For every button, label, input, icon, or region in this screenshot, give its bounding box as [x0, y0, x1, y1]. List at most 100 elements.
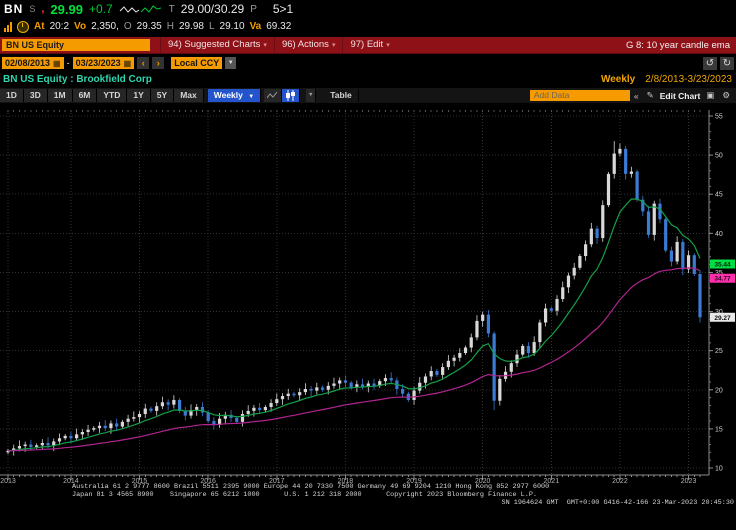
svg-text:20: 20 [715, 387, 723, 394]
svg-text:2017: 2017 [269, 478, 285, 485]
table-button[interactable]: Table [324, 89, 359, 102]
svg-text:2014: 2014 [63, 478, 79, 485]
line-chart-type-button[interactable] [264, 89, 283, 102]
date-from-field[interactable]: 02/08/2013 ▦ [2, 57, 64, 69]
range-max-button[interactable]: Max [174, 89, 204, 102]
svg-text:29.27: 29.27 [714, 315, 731, 322]
svg-text:25: 25 [715, 348, 723, 355]
svg-text:2019: 2019 [406, 478, 422, 485]
quote-time: 20:2 [49, 21, 70, 32]
chevron-down-icon: ▼ [248, 94, 255, 100]
range-1m-button[interactable]: 1M [47, 89, 73, 102]
svg-text:35.44: 35.44 [714, 262, 731, 269]
svg-text:34.77: 34.77 [714, 276, 731, 283]
chart-grid [0, 110, 709, 475]
vol-label: Vo [74, 21, 87, 32]
trade-label: T [168, 3, 175, 15]
menu-suggested-charts[interactable]: 94) Suggested Charts ▾ [160, 37, 274, 53]
date-to-field[interactable]: 03/23/2023 ▦ [72, 57, 135, 69]
val-value: 69.32 [266, 21, 292, 32]
frequency-select[interactable]: Weekly ▼ [207, 89, 262, 102]
volume-value: 2,350, [91, 21, 119, 32]
currency-select[interactable]: Local CCY [171, 57, 223, 69]
footer-session-line: SN 1964624 GMT GMT+0:00 G416-42-166 23-M… [501, 499, 735, 507]
chevron-down-icon: ▾ [309, 92, 313, 98]
line-chart-icon [267, 91, 278, 99]
svg-text:2013: 2013 [0, 478, 16, 485]
svg-text:15: 15 [715, 426, 723, 433]
menu-actions[interactable]: 96) Actions ▾ [273, 37, 343, 53]
menu-edit[interactable]: 97) Edit ▾ [342, 37, 396, 53]
chart-title: BN US Equity : Brookfield Corp [3, 74, 152, 85]
ticker-symbol: BN [4, 2, 24, 16]
add-data-input[interactable]: Add Data [529, 90, 630, 101]
annotate-pencil-icon[interactable]: ✎ [646, 90, 654, 100]
chart-date-range: 2/8/2013-3/23/2023 [645, 74, 732, 85]
exchange-flag: S [29, 4, 36, 14]
val-label: Va [249, 21, 262, 32]
x-axis-labels: 2013 2014 2015 2016 2017 2018 2019 2020 2021 2022… [0, 478, 696, 485]
svg-text:2015: 2015 [132, 478, 148, 485]
chart-toolbar: 1D 3D 1M 6M YTD 1Y 5Y Max Weekly ▼ ▾ Tab… [0, 88, 736, 103]
date-range-bar: 02/08/2013 ▦ - 03/23/2023 ▦ ‹ › Local CC… [0, 55, 736, 71]
chart-type-dropdown-button[interactable]: ▾ [306, 89, 317, 102]
function-title: G 8: 10 year candle ema [625, 39, 730, 51]
low-label: L [208, 21, 215, 32]
price-sparkline-icon [119, 4, 161, 13]
lot-size: 5>1 [272, 2, 294, 16]
calendar-icon[interactable]: ▦ [53, 58, 61, 68]
price-badges: 35.44 34.77 29.27 [710, 259, 735, 322]
calendar-icon[interactable]: ▦ [123, 58, 132, 68]
chevron-down-icon: ▾ [386, 42, 390, 49]
high-value: 29.98 [178, 21, 204, 32]
panel-layout-icon[interactable]: ▣ [706, 90, 715, 100]
svg-text:30: 30 [715, 309, 723, 316]
redo-button[interactable]: ↻ [720, 56, 734, 70]
command-banner: BN US Equity 94) Suggested Charts ▾ 96) A… [0, 37, 736, 54]
ema-long-line [7, 267, 701, 452]
svg-text:40: 40 [715, 231, 723, 238]
svg-text:2018: 2018 [338, 478, 354, 485]
at-label: At [34, 21, 45, 32]
svg-text:35: 35 [715, 270, 723, 277]
price-change: +0.7 [88, 2, 113, 16]
edit-chart-button[interactable]: Edit Chart [659, 90, 701, 101]
footer-contacts-line1: Australia 61 2 9777 8600 Brazil 5511 239… [72, 483, 550, 491]
svg-text:2023: 2023 [681, 478, 697, 485]
range-1d-button[interactable]: 1D [0, 89, 24, 102]
range-3d-button[interactable]: 3D [23, 89, 48, 102]
price-suffix: P [250, 3, 257, 15]
svg-text:2020: 2020 [475, 478, 491, 485]
ticker-input[interactable]: BN US Equity [2, 39, 150, 51]
candlestick-icon [286, 90, 296, 101]
ema-short-line [7, 198, 701, 452]
svg-text:55: 55 [715, 114, 723, 121]
collapse-panel-icon[interactable]: « [633, 90, 639, 101]
last-price: 29.99 [50, 1, 83, 17]
svg-text:10: 10 [715, 466, 723, 473]
svg-text:45: 45 [715, 192, 723, 199]
svg-text:2022: 2022 [612, 478, 628, 485]
settings-gear-icon[interactable]: ⚙ [722, 90, 730, 100]
chart-period: Weekly [600, 74, 636, 85]
svg-text:2016: 2016 [200, 478, 216, 485]
bid-ask: 29.00/30.29 [180, 2, 245, 16]
range-1y-button[interactable]: 1Y [127, 89, 151, 102]
ohlc-line: At 20:2 Vo 2,350, O 29.35 H 29.98 L 29.1… [0, 18, 736, 35]
down-tick-icon: , [41, 3, 45, 15]
currency-dropdown-icon[interactable]: ▼ [225, 57, 237, 69]
y-axis-labels: 10 15 20 25 30 35 40 45 50 55 [709, 114, 723, 473]
undo-button[interactable]: ↺ [703, 56, 717, 70]
low-value: 29.10 [219, 21, 245, 32]
range-5y-button[interactable]: 5Y [150, 89, 175, 102]
open-value: 29.35 [136, 21, 162, 32]
candle-chart-type-button[interactable] [282, 89, 301, 102]
footer-contacts-line2: Japan 81 3 4565 8900 Singapore 65 6212 1… [72, 491, 537, 499]
range-ytd-button[interactable]: YTD [97, 89, 128, 102]
range-6m-button[interactable]: 6M [72, 89, 98, 102]
prev-period-button[interactable]: ‹ [137, 57, 150, 69]
axes [0, 110, 710, 480]
price-chart[interactable]: 10 15 20 25 30 35 40 45 50 55 2013 2014 2015 2016 2017… [0, 102, 736, 494]
next-period-button[interactable]: › [152, 57, 165, 69]
volume-bars-icon [4, 21, 12, 32]
